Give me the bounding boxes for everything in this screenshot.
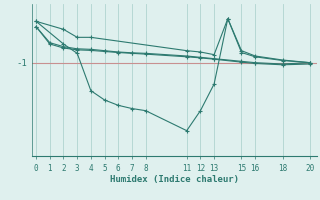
- X-axis label: Humidex (Indice chaleur): Humidex (Indice chaleur): [110, 175, 239, 184]
